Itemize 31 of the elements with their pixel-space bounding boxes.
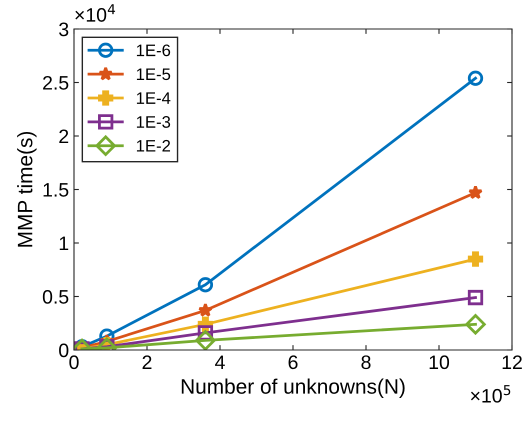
point	[468, 251, 484, 267]
legend-label: 1E-2	[136, 140, 170, 152]
y-tick-label: 0.5	[42, 290, 68, 304]
point	[465, 314, 486, 335]
y-axis-title: MMP time(s)	[17, 132, 37, 247]
point	[195, 330, 216, 350]
x-tick-label: 12	[502, 355, 522, 369]
point	[198, 277, 214, 292]
legend-label: 1E-6	[136, 44, 170, 56]
point	[468, 70, 484, 86]
x-tick-label: 8	[361, 355, 371, 370]
x-tick-label: 10	[430, 355, 450, 370]
y-tick-label: 3	[59, 22, 68, 36]
y-tick-label: 1	[60, 236, 68, 250]
x-tick-label: 2	[142, 355, 152, 369]
y-tick-label: 0	[59, 343, 68, 358]
y-tick-label: 1.5	[44, 183, 68, 197]
point	[468, 185, 483, 200]
x-tick-label: 6	[288, 355, 298, 370]
point	[198, 302, 213, 317]
text: ×10$^{4}$	[75, 4, 116, 22]
x-tick-label: 4	[215, 356, 225, 369]
x-tick-label: 0	[69, 355, 79, 370]
y-tick-label: 2.5	[43, 76, 68, 90]
legend-label: 1E-5	[136, 68, 170, 80]
text: ×10$^{5}$	[470, 385, 510, 403]
legend-label: 1E-4	[136, 92, 170, 104]
point	[468, 290, 484, 306]
legend-label: 1E-3	[136, 116, 170, 128]
x-axis-title: Number of unknowns(N)	[182, 378, 405, 398]
y-tick-label: 2	[59, 129, 68, 144]
